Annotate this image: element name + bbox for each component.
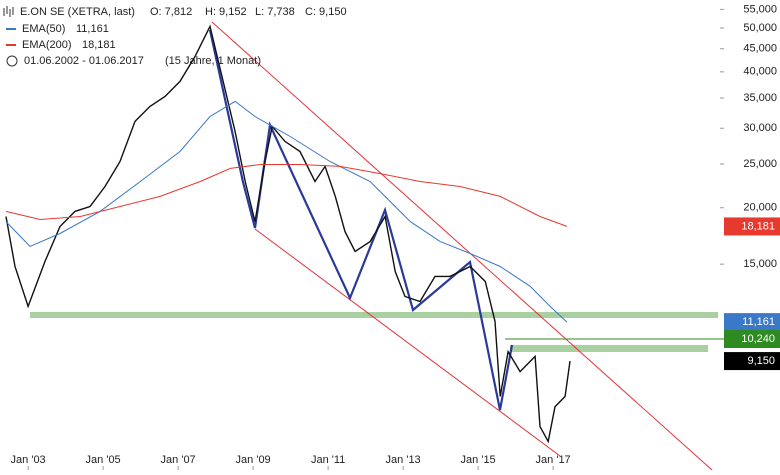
wave-line	[208, 29, 514, 411]
support-zone	[30, 312, 718, 318]
series-line	[5, 100, 568, 323]
x-tick-label: Jan '07	[161, 454, 196, 466]
quote-low: L: 7,738	[255, 6, 295, 18]
x-tick-label: Jan '03	[11, 454, 46, 466]
price-tag	[724, 352, 780, 371]
x-tick-label: Jan '15	[461, 454, 496, 466]
x-tick-label: Jan '17	[536, 454, 571, 466]
x-tick-label: Jan '09	[236, 454, 271, 466]
y-tick-label: 45,000	[743, 43, 777, 55]
price-tag-label: 18,181	[741, 220, 775, 232]
price-tag-label: 10,240	[741, 333, 775, 345]
legend-value: 11,161	[76, 23, 109, 35]
price-tag	[724, 217, 780, 236]
price-tag-label: 11,161	[742, 316, 775, 328]
quote-close: C: 9,150	[305, 6, 347, 18]
x-tick-label: Jan '05	[86, 454, 121, 466]
quote-open: O: 7,812	[150, 6, 192, 18]
series-line	[5, 164, 568, 227]
legend-label: EMA(200)	[22, 39, 72, 51]
trend-line	[254, 228, 561, 457]
quote-high: H: 9,152	[205, 6, 247, 18]
x-tick-label: Jan '13	[386, 454, 421, 466]
resistance-zone	[510, 345, 708, 352]
time-span: (15 Jahre, 1 Monat)	[165, 55, 261, 67]
annotations	[30, 21, 718, 471]
trend-line	[211, 21, 713, 471]
y-tick-label: 50,000	[743, 22, 777, 34]
price-tag	[724, 330, 780, 349]
date-range: 01.06.2002 - 01.06.2017	[24, 55, 144, 67]
x-tick-label: Jan '11	[311, 454, 345, 466]
y-tick-label: 55,000	[743, 3, 777, 15]
clock-icon	[6, 55, 18, 67]
instrument: E.ON SE (XETRA, last)	[20, 6, 135, 18]
legend-value: 18,181	[82, 39, 116, 51]
chart-icon	[3, 6, 14, 17]
legend-label: EMA(50)	[22, 23, 65, 35]
y-tick-label: 30,000	[743, 122, 777, 134]
y-tick-label: 25,000	[743, 158, 777, 170]
header: E.ON SE (XETRA, last) O: 7,812 H: 9,152 …	[3, 6, 347, 67]
price-tag-label: 9,150	[747, 355, 775, 367]
y-tick-label: 20,000	[743, 202, 777, 214]
series-line	[5, 24, 571, 444]
y-tick-label: 35,000	[743, 92, 777, 104]
y-tick-label: 40,000	[743, 66, 777, 78]
plot	[5, 24, 724, 444]
price-tag	[724, 313, 780, 332]
y-tick-label: 15,000	[743, 258, 777, 270]
